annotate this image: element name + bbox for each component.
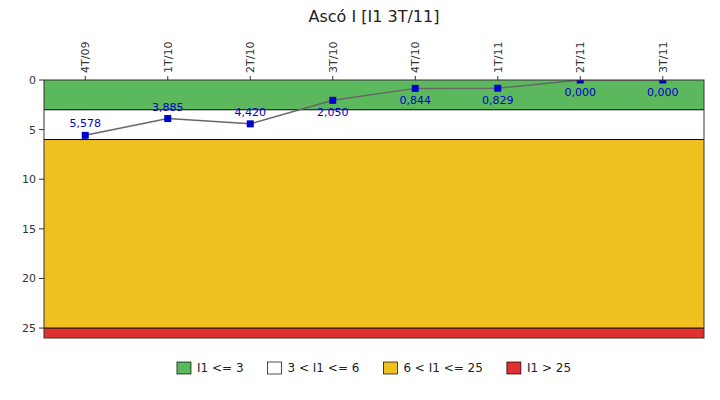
legend-label: I1 > 25	[527, 361, 571, 375]
x-tick-label: 1T/11	[492, 42, 505, 73]
x-tick-label: 3T/10	[327, 42, 340, 73]
data-label: 5,578	[70, 117, 102, 130]
x-tick	[662, 76, 663, 80]
legend-swatch	[268, 362, 282, 374]
x-tick-label: 1T/10	[162, 42, 175, 73]
x-tick	[580, 76, 581, 80]
plot-area	[44, 80, 704, 338]
chart: Ascó I [I1 3T/11] 5,578 3,885 4,420 2,050 0,8…	[0, 0, 720, 400]
x-tick	[167, 76, 168, 80]
legend-item: 6 < I1 <= 25	[383, 361, 483, 375]
x-tick-label: 3T/11	[657, 42, 670, 73]
zone	[44, 328, 704, 338]
data-label: 0,000	[565, 86, 597, 99]
x-tick	[497, 76, 498, 80]
point	[577, 80, 584, 84]
zone-boundary	[44, 109, 704, 110]
legend-label: I1 <= 3	[197, 361, 244, 375]
data-label: 2,050	[317, 106, 349, 119]
y-tick	[39, 80, 44, 81]
y-tick-label: 25	[22, 322, 36, 335]
y-tick-label: 20	[22, 272, 36, 285]
zone-boundary	[44, 328, 704, 329]
data-label: 0,844	[400, 94, 432, 107]
x-tick	[415, 76, 416, 80]
point	[659, 80, 666, 84]
point	[247, 120, 254, 127]
series-line	[85, 80, 663, 135]
point	[82, 132, 89, 139]
y-tick	[39, 228, 44, 229]
title: Ascó I [I1 3T/11]	[309, 7, 440, 26]
x-tick	[250, 76, 251, 80]
x-tick	[85, 76, 86, 80]
x-tick-label: 4T/10	[409, 42, 422, 73]
data-labels: 5,578 3,885 4,420 2,050 0,844 0,829 0,000 0,000	[70, 86, 679, 130]
x-tick-label: 2T/10	[244, 42, 257, 73]
point	[164, 115, 171, 122]
legend-swatch	[383, 362, 397, 374]
point	[494, 85, 501, 92]
y-tick-label: 15	[22, 223, 36, 236]
legend: I1 <= 3 3 < I1 <= 6 6 < I1 <= 25 I1 > 25	[177, 361, 571, 375]
plot-frame	[44, 80, 704, 338]
legend-swatch	[507, 362, 521, 374]
zone	[44, 140, 704, 329]
legend-item: 3 < I1 <= 6	[268, 361, 360, 375]
legend-swatch	[177, 362, 191, 374]
y-tick	[39, 278, 44, 279]
x-tick-label: 4T/09	[79, 42, 92, 73]
zone-boundary	[44, 139, 704, 140]
y-tick-label: 0	[29, 74, 36, 87]
data-label: 3,885	[152, 101, 184, 114]
x-tick	[332, 76, 333, 80]
y-tick-label: 5	[29, 124, 36, 137]
y-tick-label: 10	[22, 173, 36, 186]
point	[329, 97, 336, 104]
y-tick	[39, 129, 44, 130]
point	[412, 85, 419, 92]
legend-label: 6 < I1 <= 25	[403, 361, 483, 375]
data-label: 0,829	[482, 94, 514, 107]
data-label: 0,000	[647, 86, 679, 99]
y-tick	[39, 328, 44, 329]
data-label: 4,420	[235, 106, 267, 119]
zone	[44, 110, 704, 140]
y-tick	[39, 179, 44, 180]
legend-item: I1 > 25	[507, 361, 571, 375]
legend-item: I1 <= 3	[177, 361, 244, 375]
legend-label: 3 < I1 <= 6	[288, 361, 360, 375]
x-tick-label: 2T/11	[574, 42, 587, 73]
